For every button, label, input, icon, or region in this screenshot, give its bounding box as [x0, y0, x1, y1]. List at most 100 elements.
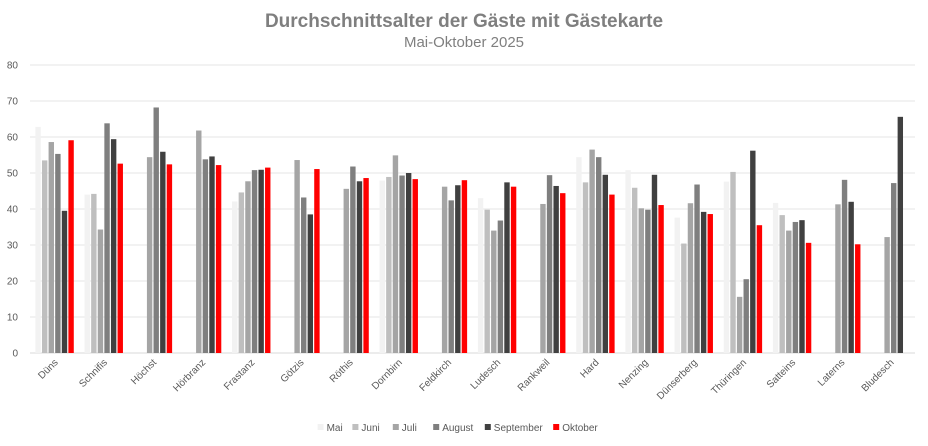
bar-juli [146, 157, 153, 353]
bar-juni [41, 160, 48, 353]
bar-september [504, 182, 510, 353]
bar-juli [835, 204, 841, 353]
bar-september [848, 201, 854, 353]
legend-label: Juli [402, 423, 417, 434]
bar-september [700, 211, 707, 353]
legend-label: Oktober [562, 423, 598, 434]
legend-item: September [484, 423, 544, 434]
bar-september [602, 174, 609, 353]
bar-mai [674, 217, 680, 353]
bar-august [104, 123, 110, 353]
bar-august [497, 220, 504, 353]
chart-title: Durchschnittsalter der Gäste mit Gästeka… [265, 11, 663, 32]
bar-juni [238, 192, 245, 353]
y-tick-label: 0 [12, 349, 18, 360]
bar-juli [48, 142, 54, 353]
bar-oktober [658, 205, 664, 353]
bar-august [202, 159, 209, 353]
bar-september [258, 169, 264, 353]
bar-oktober [166, 164, 173, 353]
bar-mai [35, 126, 41, 353]
bar-mai [723, 181, 730, 353]
bar-september [307, 214, 314, 353]
bar-juli [441, 186, 448, 353]
bar-august [55, 153, 61, 353]
bar-juli [589, 149, 595, 353]
legend-swatch [392, 424, 399, 430]
bar-august [596, 157, 602, 353]
bar-august [841, 179, 848, 353]
x-category-label: Bludesch [860, 357, 897, 394]
x-category-label: Laterns [816, 357, 847, 388]
bar-mai [84, 194, 90, 353]
x-category-label: Röthis [328, 357, 356, 385]
bar-oktober [461, 180, 468, 353]
bar-august [792, 221, 799, 353]
bar-juni [484, 209, 490, 353]
legend-swatch [553, 424, 560, 430]
bar-oktober [756, 225, 763, 353]
bar-juli [884, 237, 890, 353]
bar-september [651, 174, 658, 353]
bar-oktober [363, 178, 369, 353]
legend-label: September [494, 423, 544, 434]
bar-juni [779, 215, 785, 353]
bar-oktober [215, 165, 222, 353]
bar-juli [687, 203, 694, 353]
bar-mai [477, 198, 484, 353]
bar-oktober [855, 244, 861, 353]
y-tick-label: 50 [7, 169, 19, 180]
x-category-label: Rankweil [516, 357, 552, 393]
bar-juli [245, 181, 251, 353]
bar-september [209, 156, 215, 353]
bar-august [153, 107, 159, 353]
legend-swatch [484, 424, 491, 430]
legend-label: Mai [327, 423, 343, 434]
legend-item: Juli [392, 423, 417, 434]
legend-swatch [317, 424, 324, 430]
x-category-label: Thüringen [709, 357, 749, 397]
bar-juli [196, 130, 202, 353]
bar-juni [582, 182, 589, 353]
bar-september [455, 185, 461, 353]
bar-august [350, 166, 356, 353]
bar-september [750, 150, 756, 353]
bar-august [448, 200, 454, 353]
bar-august [251, 170, 258, 353]
bar-oktober [805, 242, 812, 353]
legend-item: Mai [317, 423, 343, 434]
y-tick-label: 60 [7, 133, 19, 144]
x-category-label: Feldkirch [418, 357, 454, 393]
bar-juli [786, 230, 792, 353]
bar-september [356, 181, 363, 353]
x-category-label: Dornbirn [370, 357, 405, 392]
legend-label: August [442, 423, 473, 434]
bar-mai [379, 180, 385, 353]
x-category-label: Götzis [279, 357, 307, 385]
y-tick-label: 10 [7, 313, 19, 324]
x-category-label: Satteins [765, 357, 798, 390]
bar-mai [772, 202, 779, 353]
bar-august [399, 175, 405, 353]
bar-mai [232, 201, 238, 353]
y-tick-label: 80 [7, 61, 19, 72]
y-tick-label: 70 [7, 97, 19, 108]
bar-juli [638, 208, 644, 353]
bar-september [405, 173, 412, 353]
bar-september [160, 151, 166, 353]
chart-subtitle: Mai-Oktober 2025 [404, 34, 524, 51]
legend-item: August [433, 423, 474, 434]
bar-mai [576, 157, 582, 353]
bar-juli [97, 229, 104, 353]
bar-mai [625, 170, 631, 353]
bar-september [110, 139, 117, 353]
x-category-label: Höchst [129, 357, 159, 387]
bar-oktober [707, 214, 713, 353]
x-category-label: Schnifis [77, 357, 110, 390]
bar-oktober [412, 179, 418, 353]
x-category-label: Nenzing [617, 357, 651, 391]
x-category-label: Frastanz [222, 357, 257, 392]
bar-juni [91, 193, 97, 353]
legend-label: Juni [361, 423, 379, 434]
